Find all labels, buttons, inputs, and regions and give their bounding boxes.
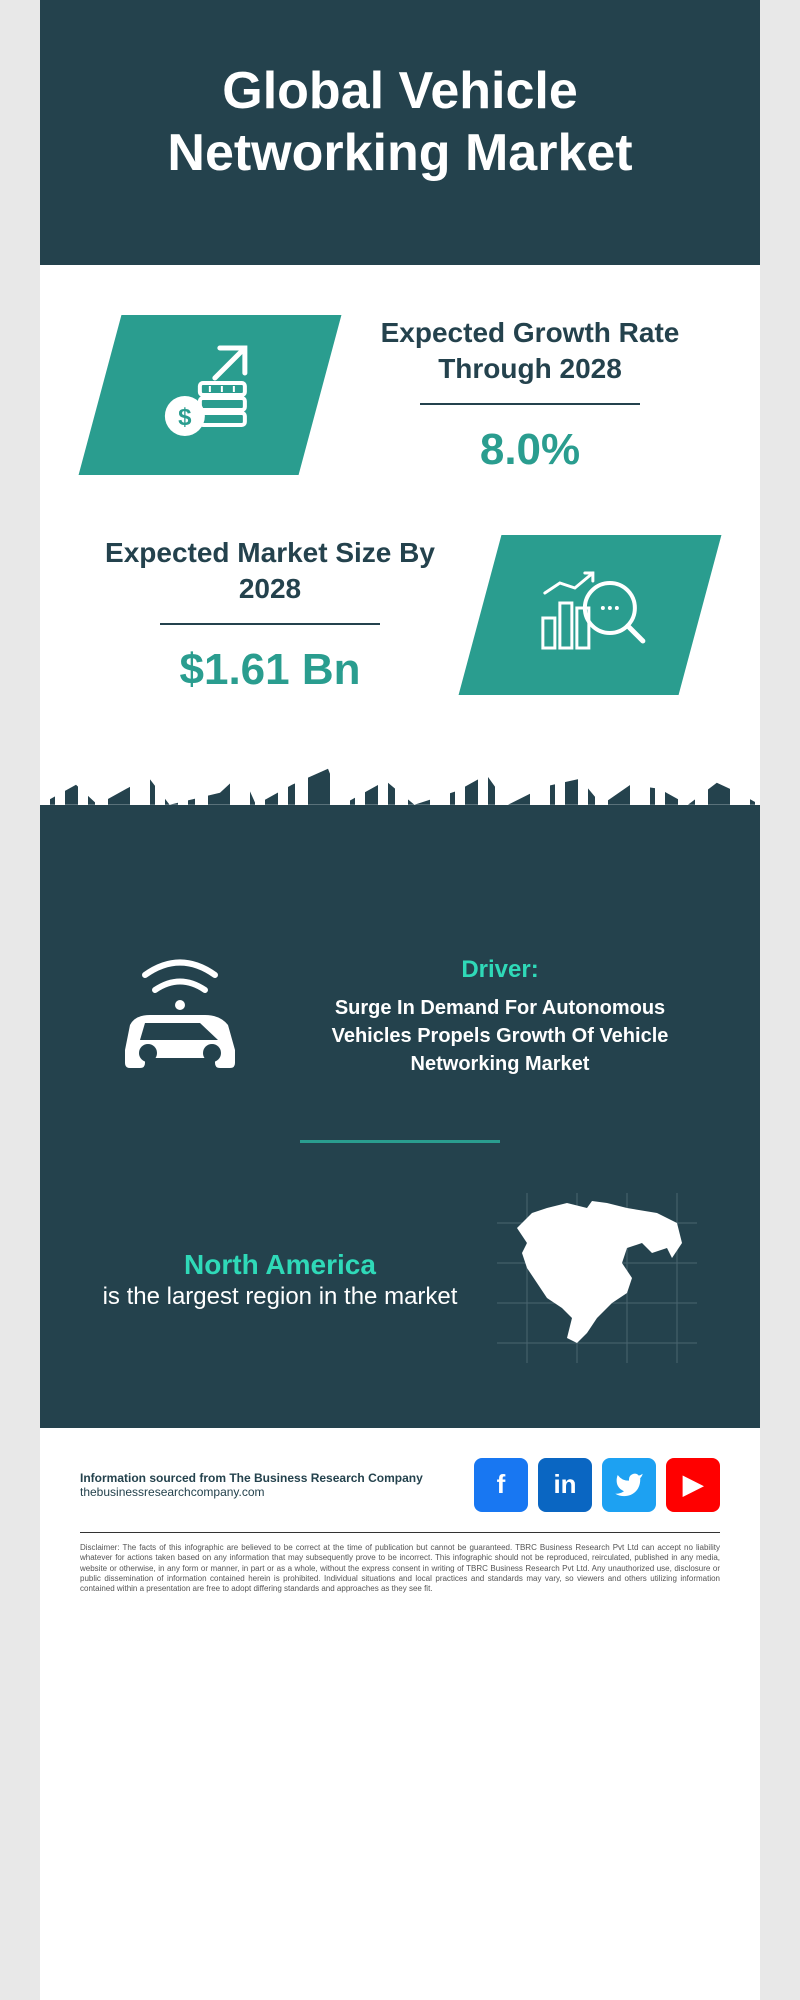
growth-shape: $ — [79, 315, 342, 475]
size-label: Expected Market Size By 2028 — [100, 535, 440, 623]
main-title: Global Vehicle Networking Market — [80, 60, 720, 185]
youtube-icon[interactable]: ▶ — [666, 1458, 720, 1512]
svg-text:$: $ — [178, 403, 192, 430]
growth-value: 8.0% — [360, 425, 700, 475]
region-text-block: North America is the largest region in t… — [103, 1249, 458, 1312]
chart-magnify-icon — [525, 557, 655, 672]
stat-row-size: Expected Market Size By 2028 $1.61 Bn — [100, 535, 700, 695]
title-line-1: Global Vehicle — [222, 62, 577, 120]
connected-car-icon — [100, 945, 260, 1090]
growth-text: Expected Growth Rate Through 2028 8.0% — [360, 315, 700, 475]
linkedin-icon[interactable]: in — [538, 1458, 592, 1512]
growth-label: Expected Growth Rate Through 2028 — [360, 315, 700, 403]
disclaimer-text: Disclaimer: The facts of this infographi… — [80, 1543, 720, 1595]
divider — [420, 403, 640, 405]
size-text: Expected Market Size By 2028 $1.61 Bn — [100, 535, 440, 695]
region-row: North America is the largest region in t… — [100, 1193, 700, 1368]
size-value: $1.61 Bn — [100, 645, 440, 695]
title-line-2: Networking Market — [167, 124, 632, 182]
teal-divider — [300, 1140, 500, 1143]
stat-row-growth: $ Expected Growth Rate Through 2028 8.0% — [100, 315, 700, 475]
source-text: Information sourced from The Business Re… — [80, 1471, 423, 1485]
footer-source-block: Information sourced from The Business Re… — [80, 1471, 423, 1499]
skyline-silhouette — [40, 805, 760, 905]
region-highlight: North America — [103, 1249, 458, 1281]
stats-section: $ Expected Growth Rate Through 2028 8.0% — [40, 265, 760, 805]
driver-text-block: Driver: Surge In Demand For Autonomous V… — [300, 956, 700, 1078]
driver-description: Surge In Demand For Autonomous Vehicles … — [300, 994, 700, 1078]
driver-row: Driver: Surge In Demand For Autonomous V… — [100, 945, 700, 1090]
infographic-container: Global Vehicle Networking Market — [40, 0, 760, 2000]
dark-section: Driver: Surge In Demand For Autonomous V… — [40, 905, 760, 1428]
footer-divider — [80, 1532, 720, 1533]
money-growth-icon: $ — [150, 337, 270, 452]
size-shape — [459, 535, 722, 695]
footer-section: Information sourced from The Business Re… — [40, 1428, 760, 1615]
driver-label: Driver: — [300, 956, 700, 984]
divider — [160, 623, 380, 625]
social-icons: f in ▶ — [474, 1458, 720, 1512]
source-url: thebusinessresearchcompany.com — [80, 1485, 423, 1499]
footer-top: Information sourced from The Business Re… — [80, 1458, 720, 1512]
facebook-icon[interactable]: f — [474, 1458, 528, 1512]
header-section: Global Vehicle Networking Market — [40, 0, 760, 265]
north-america-map-icon — [497, 1193, 697, 1368]
twitter-icon[interactable] — [602, 1458, 656, 1512]
region-description: is the largest region in the market — [103, 1281, 458, 1312]
